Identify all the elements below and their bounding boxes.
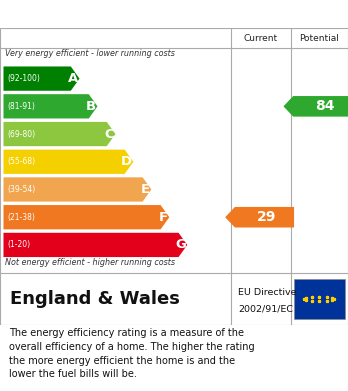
Polygon shape <box>284 96 348 117</box>
Text: C: C <box>104 127 114 140</box>
Text: Very energy efficient - lower running costs: Very energy efficient - lower running co… <box>5 49 175 58</box>
Text: (21-38): (21-38) <box>8 213 35 222</box>
Polygon shape <box>3 178 151 202</box>
Polygon shape <box>3 66 79 91</box>
Text: Energy Efficiency Rating: Energy Efficiency Rating <box>69 7 279 22</box>
Text: England & Wales: England & Wales <box>10 290 180 308</box>
Text: F: F <box>159 211 168 224</box>
Text: E: E <box>141 183 150 196</box>
Text: (55-68): (55-68) <box>8 157 36 166</box>
Text: (69-80): (69-80) <box>8 129 36 138</box>
Text: Current: Current <box>244 34 278 43</box>
Text: (39-54): (39-54) <box>8 185 36 194</box>
Bar <box>294 279 345 319</box>
Text: 2002/91/EC: 2002/91/EC <box>238 305 293 314</box>
Polygon shape <box>3 233 187 257</box>
Text: D: D <box>121 155 132 168</box>
Text: The energy efficiency rating is a measure of the
overall efficiency of a home. T: The energy efficiency rating is a measur… <box>9 328 254 379</box>
Text: (1-20): (1-20) <box>8 240 31 249</box>
Polygon shape <box>3 122 116 146</box>
Text: (81-91): (81-91) <box>8 102 35 111</box>
Polygon shape <box>3 205 169 230</box>
Polygon shape <box>225 207 294 228</box>
Text: Not energy efficient - higher running costs: Not energy efficient - higher running co… <box>5 258 175 267</box>
Text: B: B <box>86 100 96 113</box>
Polygon shape <box>3 94 97 118</box>
Text: G: G <box>175 239 186 251</box>
Text: A: A <box>68 72 78 85</box>
Text: 84: 84 <box>315 99 334 113</box>
Polygon shape <box>3 150 133 174</box>
Text: (92-100): (92-100) <box>8 74 40 83</box>
Text: EU Directive: EU Directive <box>238 288 297 297</box>
Text: Potential: Potential <box>299 34 339 43</box>
Text: 29: 29 <box>256 210 276 224</box>
